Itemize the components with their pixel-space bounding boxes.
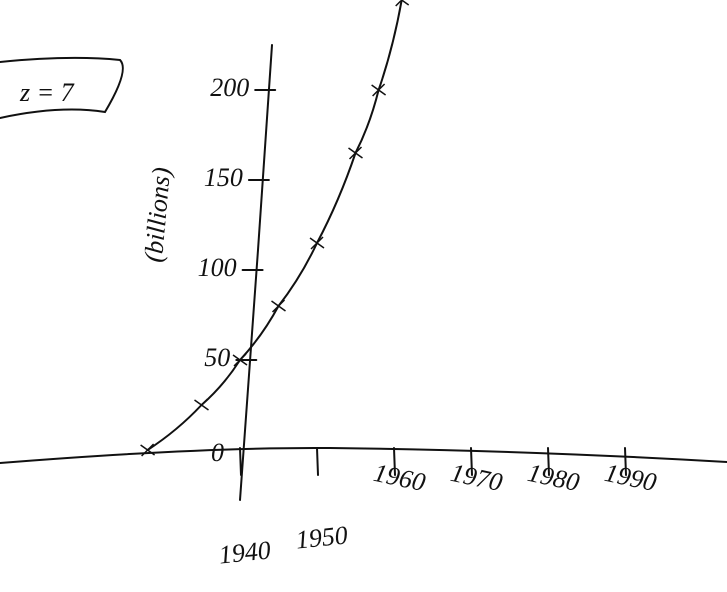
- y-tick-label: 200: [210, 73, 249, 102]
- point-cross: [349, 147, 363, 159]
- y-axis-label: (billions): [139, 166, 176, 264]
- x-tick-label: 1960: [371, 458, 428, 497]
- x-tick-label: 1990: [602, 458, 659, 497]
- y-tick-label: 100: [198, 253, 237, 282]
- y-axis: [240, 45, 272, 500]
- point-cross: [310, 237, 324, 249]
- y-tick-label: 0: [211, 438, 224, 467]
- y-tick-label: 50: [204, 343, 230, 372]
- x-tick: [317, 448, 318, 475]
- annotation: z = 7: [19, 78, 75, 107]
- page: z = 7 (billions) 0 50 100 150 200 1940 1950 196…: [0, 0, 727, 592]
- point-cross: [195, 399, 209, 411]
- x-tick-label: 1970: [448, 458, 505, 497]
- point-cross: [272, 300, 286, 312]
- data-line: [148, 0, 402, 450]
- y-tick-label: 150: [204, 163, 243, 192]
- x-tick-label: 1940: [217, 535, 272, 569]
- point-cross: [141, 444, 155, 456]
- x-tick-label: 1980: [525, 458, 582, 497]
- x-tick-label: 1950: [294, 520, 349, 554]
- point-cross: [372, 84, 386, 96]
- chart: z = 7 (billions) 0 50 100 150 200 1940 1950 196…: [0, 0, 727, 592]
- x-tick: [240, 448, 241, 475]
